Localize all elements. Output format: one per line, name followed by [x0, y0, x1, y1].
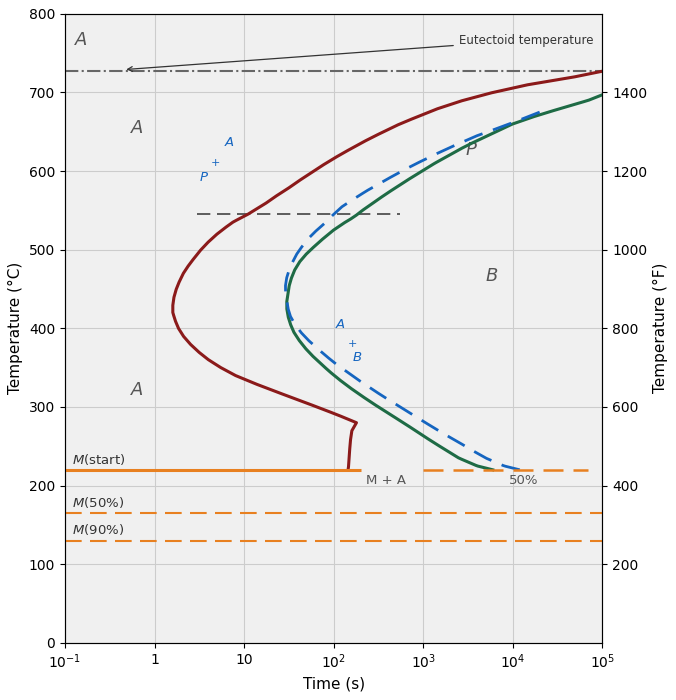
Text: +: +: [348, 340, 358, 349]
Text: $\mathit{M}$(start): $\mathit{M}$(start): [72, 452, 126, 466]
Y-axis label: Temperature (°C): Temperature (°C): [8, 262, 24, 394]
X-axis label: Time (s): Time (s): [303, 677, 364, 692]
Text: $\mathit{M}$(90%): $\mathit{M}$(90%): [72, 522, 124, 538]
Text: B: B: [486, 267, 498, 285]
Y-axis label: Temperature (°F): Temperature (°F): [652, 263, 668, 393]
Text: A: A: [131, 119, 144, 137]
Text: P: P: [466, 141, 477, 160]
Text: Eutectoid temperature: Eutectoid temperature: [128, 34, 594, 71]
Text: A: A: [131, 381, 144, 399]
Text: 50%: 50%: [508, 474, 538, 487]
Text: P: P: [200, 172, 208, 184]
Text: B: B: [353, 351, 362, 364]
Text: A: A: [75, 32, 88, 49]
Text: $\mathit{M}$(50%): $\mathit{M}$(50%): [72, 495, 124, 510]
Text: A: A: [224, 136, 233, 149]
Text: +: +: [210, 158, 220, 167]
Text: A: A: [335, 318, 345, 331]
Text: M + A: M + A: [366, 474, 406, 487]
